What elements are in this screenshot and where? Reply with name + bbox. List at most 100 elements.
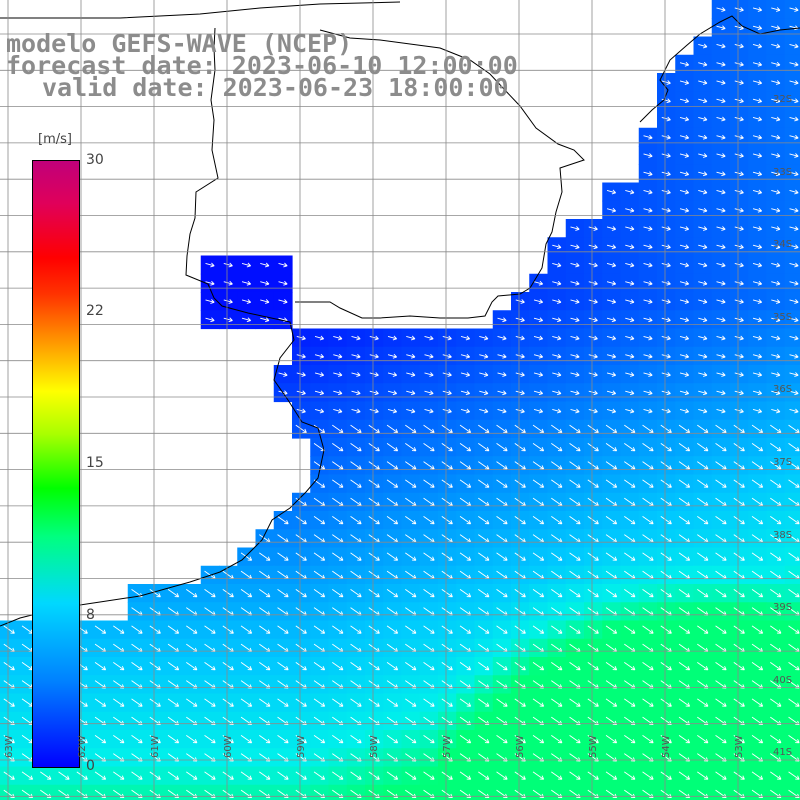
wind-arrow	[789, 7, 799, 12]
wind-arrow	[605, 479, 618, 488]
wind-speed-cell	[73, 784, 92, 800]
wind-arrow	[734, 226, 744, 231]
wind-arrow	[624, 662, 636, 671]
wind-arrow	[314, 353, 325, 359]
wind-arrow	[295, 735, 307, 744]
wind-speed-cell	[127, 784, 147, 800]
wind-arrow	[789, 189, 799, 195]
wind-arrow	[405, 735, 417, 744]
wind-arrow	[479, 372, 489, 377]
wind-arrow	[643, 153, 653, 158]
wind-arrow	[222, 735, 234, 744]
wind-arrow	[514, 771, 526, 780]
wind-arrow	[624, 461, 636, 470]
wind-arrow	[295, 589, 307, 598]
wind-speed-cell	[784, 657, 800, 676]
wind-arrow	[642, 424, 654, 434]
wind-arrow	[789, 280, 799, 286]
wind-arrow	[259, 625, 271, 634]
wind-arrow	[533, 353, 544, 359]
wind-arrow	[241, 280, 252, 286]
wind-arrow	[368, 662, 380, 671]
wind-arrow	[789, 116, 799, 122]
latitude-label: 40S	[773, 674, 793, 686]
wind-arrow	[368, 461, 380, 470]
wind-speed-cell	[784, 164, 800, 184]
wind-arrow	[205, 280, 215, 286]
wind-arrow	[514, 662, 526, 671]
wind-arrow	[441, 461, 453, 470]
wind-arrow	[715, 461, 727, 470]
wind-arrow	[442, 372, 452, 377]
wind-arrow	[113, 735, 125, 744]
wind-arrow	[588, 244, 598, 250]
wind-speed-cell	[784, 620, 800, 640]
wind-arrow	[679, 80, 690, 85]
wind-arrow	[716, 353, 726, 359]
wind-arrow	[496, 589, 508, 598]
wind-arrow	[333, 372, 343, 377]
wind-arrow	[240, 698, 253, 707]
wind-arrow	[94, 771, 107, 780]
wind-arrow	[678, 662, 691, 671]
wind-arrow	[223, 262, 233, 268]
colorbar-tick: 22	[86, 303, 104, 319]
wind-arrow	[532, 625, 545, 634]
wind-arrow	[624, 552, 636, 561]
longitude-label: 60W	[223, 735, 234, 758]
wind-arrow	[277, 552, 289, 561]
wind-arrow	[570, 262, 580, 268]
wind-arrow	[295, 516, 307, 525]
wind-arrow	[661, 335, 671, 341]
wind-arrow	[424, 353, 434, 359]
wind-arrow	[405, 443, 417, 452]
wind-speed-cell	[784, 602, 800, 622]
wind-arrow	[497, 335, 507, 341]
wind-arrow	[587, 589, 599, 598]
wind-arrow	[733, 552, 745, 561]
wind-speed-cell	[784, 401, 800, 421]
wind-arrow	[515, 299, 525, 304]
wind-arrow	[698, 80, 708, 85]
wind-arrow	[277, 771, 289, 780]
wind-arrow	[314, 408, 325, 414]
wind-arrow	[333, 408, 343, 414]
wind-arrow	[423, 735, 435, 744]
wind-speed-cell	[784, 36, 800, 56]
wind-arrow	[751, 516, 764, 525]
wind-arrow	[423, 461, 435, 470]
wind-arrow	[643, 134, 653, 140]
wind-arrow	[661, 226, 671, 231]
wind-arrow	[716, 280, 726, 286]
wind-arrow	[478, 516, 490, 525]
wind-arrow	[588, 226, 598, 231]
wind-arrow	[698, 335, 708, 341]
wind-speed-cell	[365, 784, 384, 800]
wind-arrow	[131, 735, 143, 744]
wind-arrow	[716, 390, 726, 396]
wind-speed-cell	[273, 784, 293, 800]
wind-arrow	[570, 390, 580, 396]
wind-arrow	[459, 771, 472, 780]
wind-arrow	[368, 443, 380, 452]
wind-arrow	[313, 662, 326, 671]
wind-arrow	[441, 625, 453, 634]
wind-arrow	[697, 479, 709, 488]
wind-arrow	[223, 317, 233, 323]
wind-arrow	[698, 372, 708, 377]
longitude-label: 57W	[442, 735, 453, 758]
wind-arrow	[514, 479, 526, 488]
wind-arrow	[643, 226, 653, 231]
wind-arrow	[295, 698, 307, 707]
wind-arrow	[625, 244, 635, 250]
wind-arrow	[625, 299, 635, 304]
wind-arrow	[587, 461, 599, 470]
wind-arrow	[551, 479, 563, 488]
wind-arrow	[369, 408, 379, 414]
wind-arrow	[698, 299, 708, 304]
wind-speed-cell	[18, 784, 38, 800]
wind-arrow	[679, 189, 690, 195]
wind-speed-cell	[784, 529, 800, 549]
wind-arrow	[94, 698, 107, 707]
wind-arrow	[770, 698, 782, 707]
